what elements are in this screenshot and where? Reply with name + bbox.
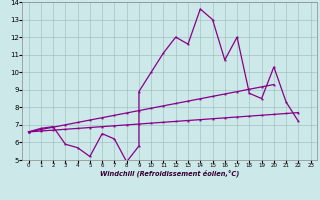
X-axis label: Windchill (Refroidissement éolien,°C): Windchill (Refroidissement éolien,°C)	[100, 170, 239, 177]
